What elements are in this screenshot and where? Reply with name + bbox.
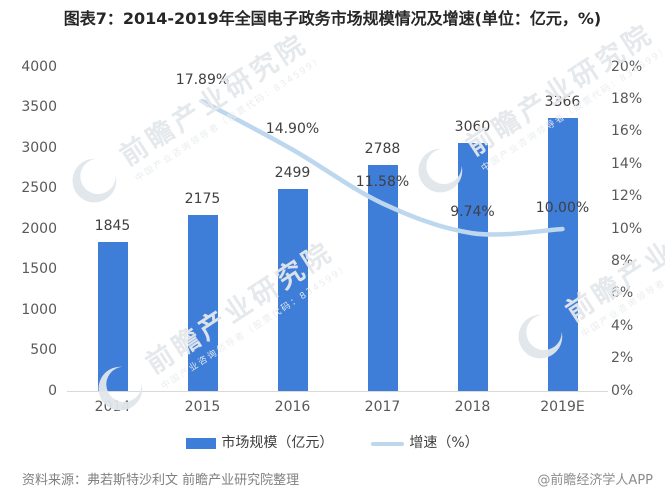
bar-2015: [187, 214, 218, 391]
watermark: 前瞻产业研究院 中国产业咨询领导者（股票代码：834599）: [61, 19, 326, 216]
right-axis-tick: 4%: [611, 317, 634, 334]
right-axis-tick: 14%: [611, 155, 643, 172]
bar-value-label: 2788: [364, 141, 401, 158]
x-axis-label: 2016: [274, 399, 311, 415]
right-axis-tick: 16%: [611, 123, 643, 140]
left-axis-tick: 3500: [21, 99, 57, 115]
bar-value-label: 3060: [454, 119, 491, 136]
bar-2014: [97, 241, 128, 391]
bar-2019E: [547, 118, 578, 391]
bar-series-swatch-icon: [186, 438, 217, 449]
x-axis-label: 2014: [94, 399, 131, 415]
left-axis-tick: 0: [48, 382, 57, 399]
qianzhan-logo-icon: [72, 158, 117, 203]
left-axis-tick: 3000: [21, 139, 57, 156]
line-point-label: 11.58%: [355, 174, 410, 191]
bar-value-label: 2499: [274, 164, 311, 181]
left-axis-tick: 1000: [21, 301, 57, 318]
line-point-label: 10.00%: [535, 200, 590, 216]
right-axis-tick: 2%: [611, 350, 634, 367]
x-axis-label: 2018: [454, 399, 491, 415]
bar-value-label: 1845: [94, 217, 131, 234]
legend-item-market-size: 市场规模（亿元）: [186, 435, 333, 452]
watermark-text: 前瞻产业研究院: [114, 28, 314, 173]
line-series-swatch-icon: [371, 441, 405, 446]
bar-value-label: 2175: [184, 190, 221, 207]
bar-2018: [457, 143, 488, 391]
right-axis-tick: 10%: [611, 220, 643, 237]
credit-note: @前瞻经济学人APP: [537, 473, 653, 488]
right-axis-tick: 12%: [611, 188, 643, 205]
legend-label-market-size: 市场规模（亿元）: [221, 435, 334, 451]
line-point-label: 14.90%: [265, 120, 320, 137]
source-note: 资料来源：弗若斯特沙利文 前瞻产业研究院整理: [22, 473, 300, 488]
x-axis-label: 2017: [364, 399, 401, 415]
left-axis-tick: 2500: [21, 180, 57, 196]
bar-2017: [367, 165, 398, 391]
line-point-label: 9.74%: [450, 204, 495, 221]
right-axis-tick: 18%: [611, 90, 643, 107]
bar-2016: [277, 188, 308, 391]
x-axis-line: [67, 391, 608, 392]
right-axis-tick: 8%: [611, 252, 634, 269]
left-axis-tick: 500: [30, 342, 57, 358]
right-axis-tick: 6%: [611, 285, 634, 302]
right-axis-tick: 0%: [611, 382, 634, 399]
legend-item-growth-rate: 增速（%）: [371, 435, 479, 452]
left-axis-tick: 2000: [21, 220, 57, 237]
right-axis-tick: 20%: [611, 58, 643, 75]
left-axis-tick: 4000: [21, 58, 57, 75]
x-axis-label: 2019E: [540, 399, 585, 415]
line-point-label: 17.89%: [175, 72, 230, 89]
x-axis-label: 2015: [184, 399, 221, 415]
watermark-text: 前瞻产业研究院: [140, 236, 340, 381]
left-axis-tick: 1500: [21, 261, 57, 277]
bar-value-label: 3366: [544, 94, 581, 111]
chart-title: 图表7：2014-2019年全国电子政务市场规模情况及增速(单位：亿元，%): [63, 9, 602, 28]
legend-label-growth-rate: 增速（%）: [409, 435, 479, 451]
legend: 市场规模（亿元） 增速（%）: [0, 435, 665, 452]
